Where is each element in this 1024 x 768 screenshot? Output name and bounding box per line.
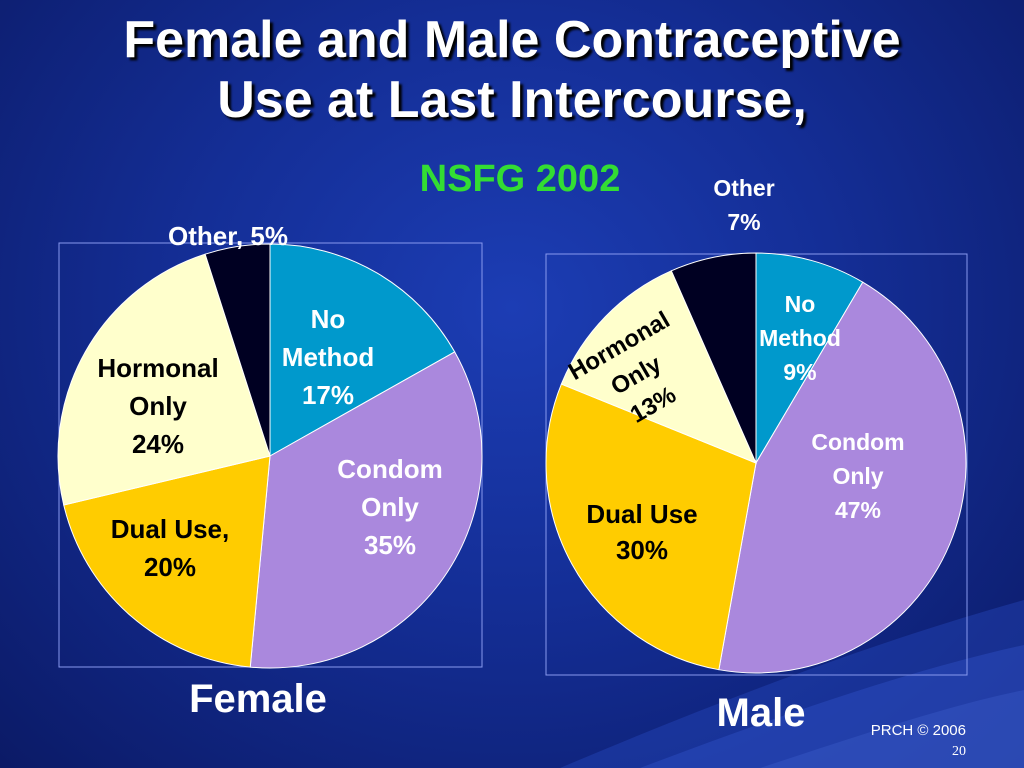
page-number: 20: [952, 744, 966, 759]
chart-title: Female: [189, 677, 327, 721]
data-label-no-method: No Method 9%: [759, 291, 841, 385]
title-line-2: Use at Last Intercourse,: [217, 71, 807, 129]
data-label-condom-only: Condom Only 47%: [811, 429, 904, 523]
pie-slice-dual-use: [545, 383, 757, 671]
pie-slice-hormonal-only: [57, 253, 271, 506]
male-pie-chart: No Method 9%Condom Only 47%Dual Use 30%Hormon…: [545, 175, 968, 735]
pie-slice-other: [204, 243, 271, 457]
chart-title: Male: [717, 691, 806, 735]
slide-subtitle: NSFG 2002: [419, 158, 621, 200]
pie-slice-condom-only: [718, 281, 967, 674]
pie-slice-no-method: [755, 252, 864, 465]
pie-slice-other: [670, 252, 757, 464]
data-label-other: Other, 5%: [168, 221, 288, 251]
pie-slice-condom-only: [249, 351, 483, 669]
female-pie-chart: No Method 17% Condom Only 35% Dual Use, 20% Horm…: [57, 221, 483, 721]
slide-title: Female and Male Contraceptive Use at Las…: [0, 10, 1024, 130]
data-label-dual-use: Dual Use, 20%: [111, 514, 230, 582]
data-label-dual-use: Dual Use 30%: [586, 499, 697, 565]
pie-slice-no-method: [269, 243, 456, 457]
pie-slice-dual-use: [63, 455, 271, 668]
data-label-condom-only: Condom Only 35%: [337, 454, 442, 560]
data-label-hormonal-only: Hormonal Only 24%: [97, 353, 218, 459]
pie-slice-hormonal-only: [560, 270, 757, 464]
data-label-other: Other 7%: [713, 175, 774, 235]
title-line-1: Female and Male Contraceptive: [123, 11, 901, 69]
copyright-footer: PRCH © 2006: [870, 722, 966, 739]
data-label-no-method: No Method 17%: [282, 304, 374, 410]
